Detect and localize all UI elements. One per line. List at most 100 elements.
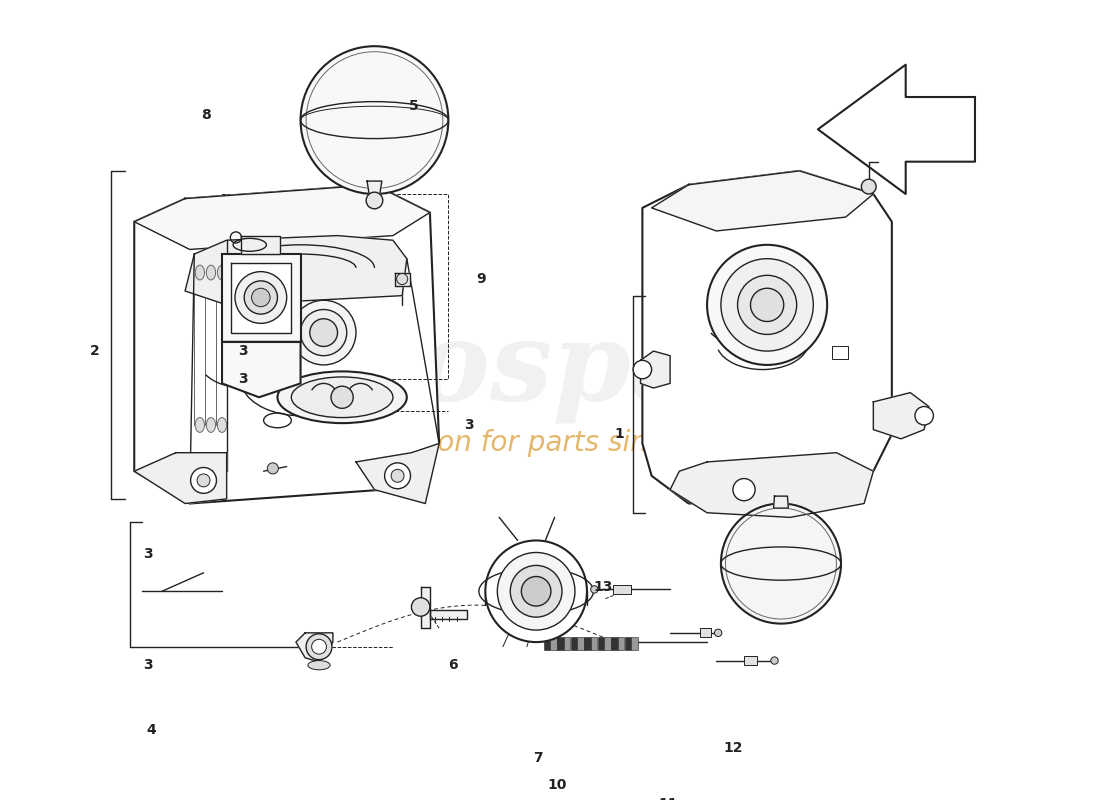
Polygon shape xyxy=(651,171,873,231)
Polygon shape xyxy=(134,185,439,503)
Circle shape xyxy=(634,360,651,378)
Circle shape xyxy=(861,179,876,194)
Circle shape xyxy=(411,598,430,616)
Polygon shape xyxy=(222,254,300,342)
Text: 2: 2 xyxy=(90,344,99,358)
Ellipse shape xyxy=(292,300,356,365)
Bar xyxy=(550,638,557,650)
Ellipse shape xyxy=(720,258,813,351)
Bar xyxy=(613,585,631,594)
Ellipse shape xyxy=(310,318,338,346)
Polygon shape xyxy=(134,453,227,503)
Circle shape xyxy=(366,192,383,209)
Text: 11: 11 xyxy=(659,797,678,800)
Bar xyxy=(597,638,604,650)
Polygon shape xyxy=(134,185,430,250)
Bar xyxy=(571,638,578,650)
Ellipse shape xyxy=(485,541,587,642)
Circle shape xyxy=(267,463,278,474)
Polygon shape xyxy=(356,443,439,503)
Polygon shape xyxy=(395,273,409,286)
Circle shape xyxy=(385,463,410,489)
Ellipse shape xyxy=(207,418,216,432)
Polygon shape xyxy=(367,181,382,198)
Bar xyxy=(543,638,550,650)
Bar xyxy=(832,346,848,359)
Ellipse shape xyxy=(707,245,827,365)
Polygon shape xyxy=(642,171,892,503)
Text: 3: 3 xyxy=(239,344,249,358)
Ellipse shape xyxy=(497,553,575,630)
Polygon shape xyxy=(241,235,280,254)
Text: 4: 4 xyxy=(146,723,156,737)
Bar xyxy=(564,638,570,650)
Ellipse shape xyxy=(521,577,551,606)
Text: 3: 3 xyxy=(239,372,249,386)
Bar xyxy=(591,638,597,650)
Bar xyxy=(618,638,625,650)
Circle shape xyxy=(252,288,271,306)
Text: 10: 10 xyxy=(548,778,568,792)
Polygon shape xyxy=(420,586,430,628)
Ellipse shape xyxy=(510,566,562,617)
Circle shape xyxy=(300,46,449,194)
Text: 3: 3 xyxy=(464,418,473,432)
Polygon shape xyxy=(222,342,300,398)
Ellipse shape xyxy=(277,371,407,423)
Bar xyxy=(631,638,638,650)
Circle shape xyxy=(190,467,217,494)
Polygon shape xyxy=(640,351,670,388)
Bar xyxy=(625,638,631,650)
Bar xyxy=(557,638,563,650)
Text: 6: 6 xyxy=(448,658,458,672)
Bar xyxy=(700,628,711,638)
Circle shape xyxy=(714,629,722,637)
Ellipse shape xyxy=(207,265,216,280)
Circle shape xyxy=(397,274,408,285)
Bar xyxy=(744,656,757,665)
Circle shape xyxy=(311,639,327,654)
Ellipse shape xyxy=(292,377,393,418)
Polygon shape xyxy=(231,263,292,333)
Ellipse shape xyxy=(218,418,227,432)
Circle shape xyxy=(306,634,332,660)
Polygon shape xyxy=(670,453,873,518)
Text: eurospares: eurospares xyxy=(206,316,894,423)
Polygon shape xyxy=(185,235,407,305)
Text: 3: 3 xyxy=(143,547,153,562)
Circle shape xyxy=(720,503,842,624)
Ellipse shape xyxy=(750,288,783,322)
Text: 1: 1 xyxy=(615,427,624,442)
Bar xyxy=(584,638,591,650)
Circle shape xyxy=(197,474,210,487)
Polygon shape xyxy=(773,496,789,508)
Ellipse shape xyxy=(300,310,346,356)
Text: 8: 8 xyxy=(201,109,211,122)
Polygon shape xyxy=(296,633,333,661)
Circle shape xyxy=(392,470,404,482)
Circle shape xyxy=(591,586,598,593)
Bar xyxy=(604,638,611,650)
Circle shape xyxy=(771,657,778,664)
Text: 13: 13 xyxy=(594,580,614,594)
Circle shape xyxy=(733,478,755,501)
Ellipse shape xyxy=(195,265,205,280)
Ellipse shape xyxy=(218,265,227,280)
Polygon shape xyxy=(873,393,928,439)
Polygon shape xyxy=(430,610,466,619)
Bar xyxy=(578,638,584,650)
Ellipse shape xyxy=(737,275,796,334)
Text: 7: 7 xyxy=(534,750,542,765)
Polygon shape xyxy=(818,65,975,194)
Bar xyxy=(610,638,617,650)
Circle shape xyxy=(915,406,934,425)
Text: 9: 9 xyxy=(476,272,485,286)
Text: 5: 5 xyxy=(408,99,418,114)
Text: 3: 3 xyxy=(143,658,153,672)
Circle shape xyxy=(235,272,287,323)
Text: a passion for parts since 1985: a passion for parts since 1985 xyxy=(340,430,760,458)
Circle shape xyxy=(244,281,277,314)
Circle shape xyxy=(331,386,353,408)
Text: 12: 12 xyxy=(723,742,743,755)
Ellipse shape xyxy=(195,418,205,432)
